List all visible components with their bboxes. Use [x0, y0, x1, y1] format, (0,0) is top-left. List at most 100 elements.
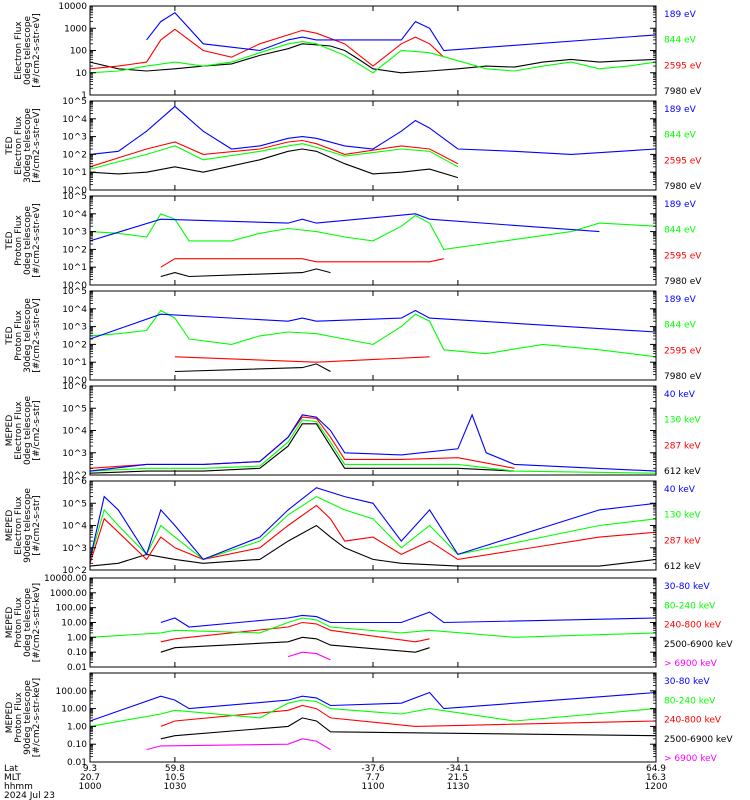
panel-frame: [89, 385, 657, 476]
y-tick-label: 1000: [64, 24, 87, 34]
x-row-label: Lat: [4, 764, 19, 774]
date-label: 2024 Jul 23: [4, 791, 55, 800]
x-tick-label: 1100: [362, 782, 385, 792]
x-row-label: hhmm: [4, 782, 33, 792]
y-tick-label: 0.10: [67, 648, 87, 658]
legend-entry: 2595 eV: [664, 346, 702, 356]
legend-entry: 189 eV: [664, 105, 697, 115]
legend-entry: 287 keV: [664, 536, 701, 546]
series-line-3-1: [160, 268, 331, 278]
y-tick-label: 10^3: [62, 544, 87, 554]
y-axis-label: [#/cm2-s-str-eV]: [32, 13, 42, 88]
legend-entry: 130 keV: [664, 416, 701, 426]
legend-entry: 844 eV: [664, 321, 697, 331]
y-axis-label: 90deg telescope: [23, 488, 33, 563]
y-tick-label: 100: [70, 47, 87, 57]
y-axis-label: 0deg telescope: [23, 396, 33, 466]
series-line-6-1: [89, 524, 657, 567]
y-axis-label: Proton Flux: [14, 310, 24, 361]
series-line-8-3: [160, 704, 657, 727]
panel-3: 10^0 10^1 10^2 10^3 10^4 10^5 TED Proton Flux 0d…: [5, 192, 702, 291]
legend-entry: 844 eV: [664, 131, 697, 141]
panel-5: 10^2 10^3 10^4 10^5 10^6 MEPED Electron Flux 0d…: [5, 382, 701, 481]
y-tick-label: 10^3: [62, 133, 87, 143]
x-tick-label: 9.3: [83, 764, 97, 774]
x-tick-label: 59.8: [165, 764, 185, 774]
y-axis-label: [#/cm2-s-str-eV]: [32, 298, 42, 373]
y-axis-label: Proton Flux: [14, 215, 24, 266]
series-line-4-1: [174, 363, 331, 373]
series-line-3-3: [89, 213, 657, 250]
y-axis-label: Proton Flux: [14, 597, 24, 648]
legend-entry: 2595 eV: [664, 251, 702, 261]
x-tick-label: 1030: [163, 782, 186, 792]
y-tick-label: 10^2: [62, 150, 87, 160]
series-line-7-2: [160, 636, 430, 653]
y-tick-label: 10^2: [62, 340, 87, 350]
panel-frame: [89, 672, 657, 763]
legend-entry: 612 keV: [664, 467, 701, 477]
y-tick-label: 10^3: [62, 323, 87, 333]
legend-entry: 130 keV: [664, 511, 701, 521]
y-tick-label: 10^0: [62, 281, 87, 291]
panel-1: 1 10 100 1000 10000 Electron Flux 0deg telesco…: [14, 2, 702, 101]
legend-entry: 844 eV: [664, 226, 697, 236]
y-tick-label: 10^1: [62, 263, 87, 273]
series-line-7-3: [160, 621, 430, 643]
y-tick-label: 10^0: [62, 186, 87, 196]
series-line-1-3: [89, 41, 657, 74]
legend-entry: 7980 eV: [664, 372, 702, 382]
series-line-4-2: [174, 356, 430, 363]
y-tick-label: 1: [81, 91, 87, 101]
series-line-1-2: [89, 28, 445, 70]
series-line-6-2: [89, 504, 657, 564]
series-line-3-2: [160, 258, 444, 268]
y-axis-label: Electron Flux: [14, 496, 24, 555]
x-tick-label: 20.7: [80, 773, 100, 783]
y-axis-label: MEPED: [5, 415, 15, 447]
y-axis-label: TED: [5, 326, 15, 345]
series-line-8-1: [146, 738, 331, 751]
y-tick-label: 10^4: [62, 210, 87, 220]
x-tick-label: 1200: [645, 782, 668, 792]
y-tick-label: 0.10: [67, 740, 87, 750]
y-axis-label: 0deg telescope: [23, 588, 33, 658]
y-tick-label: 10^4: [62, 305, 87, 315]
series-line-8-2: [160, 717, 657, 740]
y-tick-label: 10.00: [61, 705, 87, 715]
series-line-8-4: [89, 699, 657, 727]
x-tick-label: 21.5: [448, 773, 468, 783]
y-tick-label: 1000.00: [50, 589, 87, 599]
y-tick-label: 10^5: [62, 192, 87, 202]
y-tick-label: 0.01: [67, 663, 87, 673]
panel-frame: [89, 5, 657, 96]
panel-frame: [89, 290, 657, 381]
legend-entry: 2500-6900 keV: [664, 640, 733, 650]
x-row-label: MLT: [4, 773, 22, 783]
series-line-5-3: [89, 419, 657, 474]
y-axis-label: Electron Flux: [14, 21, 24, 80]
y-tick-label: 100.00: [56, 604, 88, 614]
legend-entry: 40 keV: [664, 485, 696, 495]
y-axis-label: [#/cm2-s-str-keV]: [32, 678, 42, 757]
series-line-5-4: [89, 413, 657, 472]
y-axis-label: Electron Flux: [14, 401, 24, 460]
y-tick-label: 10^6: [62, 477, 87, 487]
y-axis-label: [#/cm2-s-str-eV]: [32, 203, 42, 278]
x-tick-label: 7.7: [366, 773, 380, 783]
y-tick-label: 10^3: [62, 449, 87, 459]
legend-entry: 240-800 keV: [664, 621, 722, 631]
y-axis-label: [#/cm2-s-str-eV]: [32, 108, 42, 183]
x-tick-label: 1130: [446, 782, 469, 792]
x-tick-label: -37.6: [361, 764, 385, 774]
legend-entry: 30-80 keV: [664, 677, 710, 687]
y-tick-label: 1.00: [67, 722, 87, 732]
series-line-2-2: [89, 139, 459, 168]
x-tick-label: -34.1: [446, 764, 469, 774]
y-axis-label: MEPED: [5, 702, 15, 734]
y-axis-label: [#/cm2-s-str]: [32, 400, 42, 460]
y-axis-label: MEPED: [5, 510, 15, 542]
x-tick-label: 1000: [79, 782, 102, 792]
series-line-6-4: [89, 487, 657, 561]
legend-entry: > 6900 keV: [664, 754, 718, 764]
